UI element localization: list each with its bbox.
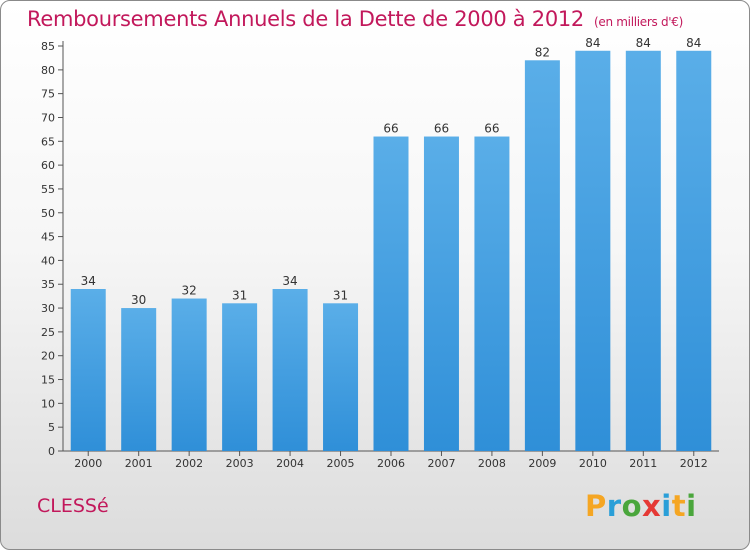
bar-value-label: 84 [686, 36, 701, 50]
town-name: CLESSé [37, 495, 109, 517]
y-tick-label: 55 [41, 183, 55, 196]
bar [222, 303, 258, 451]
x-tick-label: 2010 [579, 457, 607, 470]
x-tick-label: 2002 [175, 457, 203, 470]
bar [121, 308, 157, 451]
x-tick-label: 2005 [327, 457, 355, 470]
x-tick-label: 2007 [427, 457, 455, 470]
bar-value-label: 31 [232, 288, 247, 302]
bar-value-label: 34 [81, 274, 96, 288]
bar [676, 50, 712, 451]
y-tick-label: 30 [41, 302, 55, 315]
bar-value-label: 66 [383, 122, 398, 136]
bar [474, 136, 510, 451]
bar [70, 289, 106, 451]
y-tick-label: 75 [41, 88, 55, 101]
logo-letter: x [642, 489, 662, 523]
y-tick-label: 5 [48, 421, 55, 434]
x-tick-label: 2004 [276, 457, 304, 470]
bar-value-label: 82 [535, 45, 550, 59]
logo-letter: o [621, 489, 643, 523]
logo-letter: i [661, 489, 672, 523]
bar-value-label: 66 [434, 122, 449, 136]
y-tick-label: 70 [41, 111, 55, 124]
bar-value-label: 66 [484, 122, 499, 136]
x-tick-label: 2012 [680, 457, 708, 470]
y-tick-label: 60 [41, 159, 55, 172]
chart-title-unit: (en milliers d'€) [594, 15, 684, 29]
x-tick-label: 2006 [377, 457, 405, 470]
x-tick-label: 2001 [125, 457, 153, 470]
bar-value-label: 84 [585, 36, 600, 50]
bar-value-label: 84 [636, 36, 651, 50]
y-tick-label: 20 [41, 350, 55, 363]
y-tick-label: 40 [41, 254, 55, 267]
bar-value-label: 30 [131, 293, 146, 307]
x-tick-label: 2011 [629, 457, 657, 470]
y-tick-label: 15 [41, 374, 55, 387]
y-tick-label: 25 [41, 326, 55, 339]
logo-letter: P [585, 489, 607, 523]
logo-letter: r [606, 489, 622, 523]
bar [373, 136, 409, 451]
x-tick-label: 2009 [528, 457, 556, 470]
chart-title-text: Remboursements Annuels de la Dette de 20… [27, 7, 584, 31]
y-tick-label: 35 [41, 278, 55, 291]
x-tick-label: 2000 [74, 457, 102, 470]
bar-value-label: 34 [282, 274, 297, 288]
x-tick-label: 2008 [478, 457, 506, 470]
chart-title: Remboursements Annuels de la Dette de 20… [27, 7, 683, 31]
bar [171, 298, 207, 451]
bar [323, 303, 359, 451]
y-tick-label: 80 [41, 64, 55, 77]
bar-value-label: 32 [182, 284, 197, 298]
logo-letter: t [671, 489, 687, 523]
y-tick-label: 50 [41, 207, 55, 220]
bar-value-label: 31 [333, 288, 348, 302]
bar [575, 50, 611, 451]
y-tick-label: 10 [41, 397, 55, 410]
bar [625, 50, 661, 451]
proxiti-logo: Proxiti [585, 489, 697, 523]
x-tick-label: 2003 [226, 457, 254, 470]
y-tick-label: 0 [48, 445, 55, 458]
y-tick-label: 65 [41, 135, 55, 148]
logo-letter: i [686, 489, 697, 523]
bar [524, 60, 560, 451]
bar [272, 289, 308, 451]
bar [423, 136, 459, 451]
y-tick-label: 45 [41, 231, 55, 244]
y-tick-label: 85 [41, 40, 55, 53]
